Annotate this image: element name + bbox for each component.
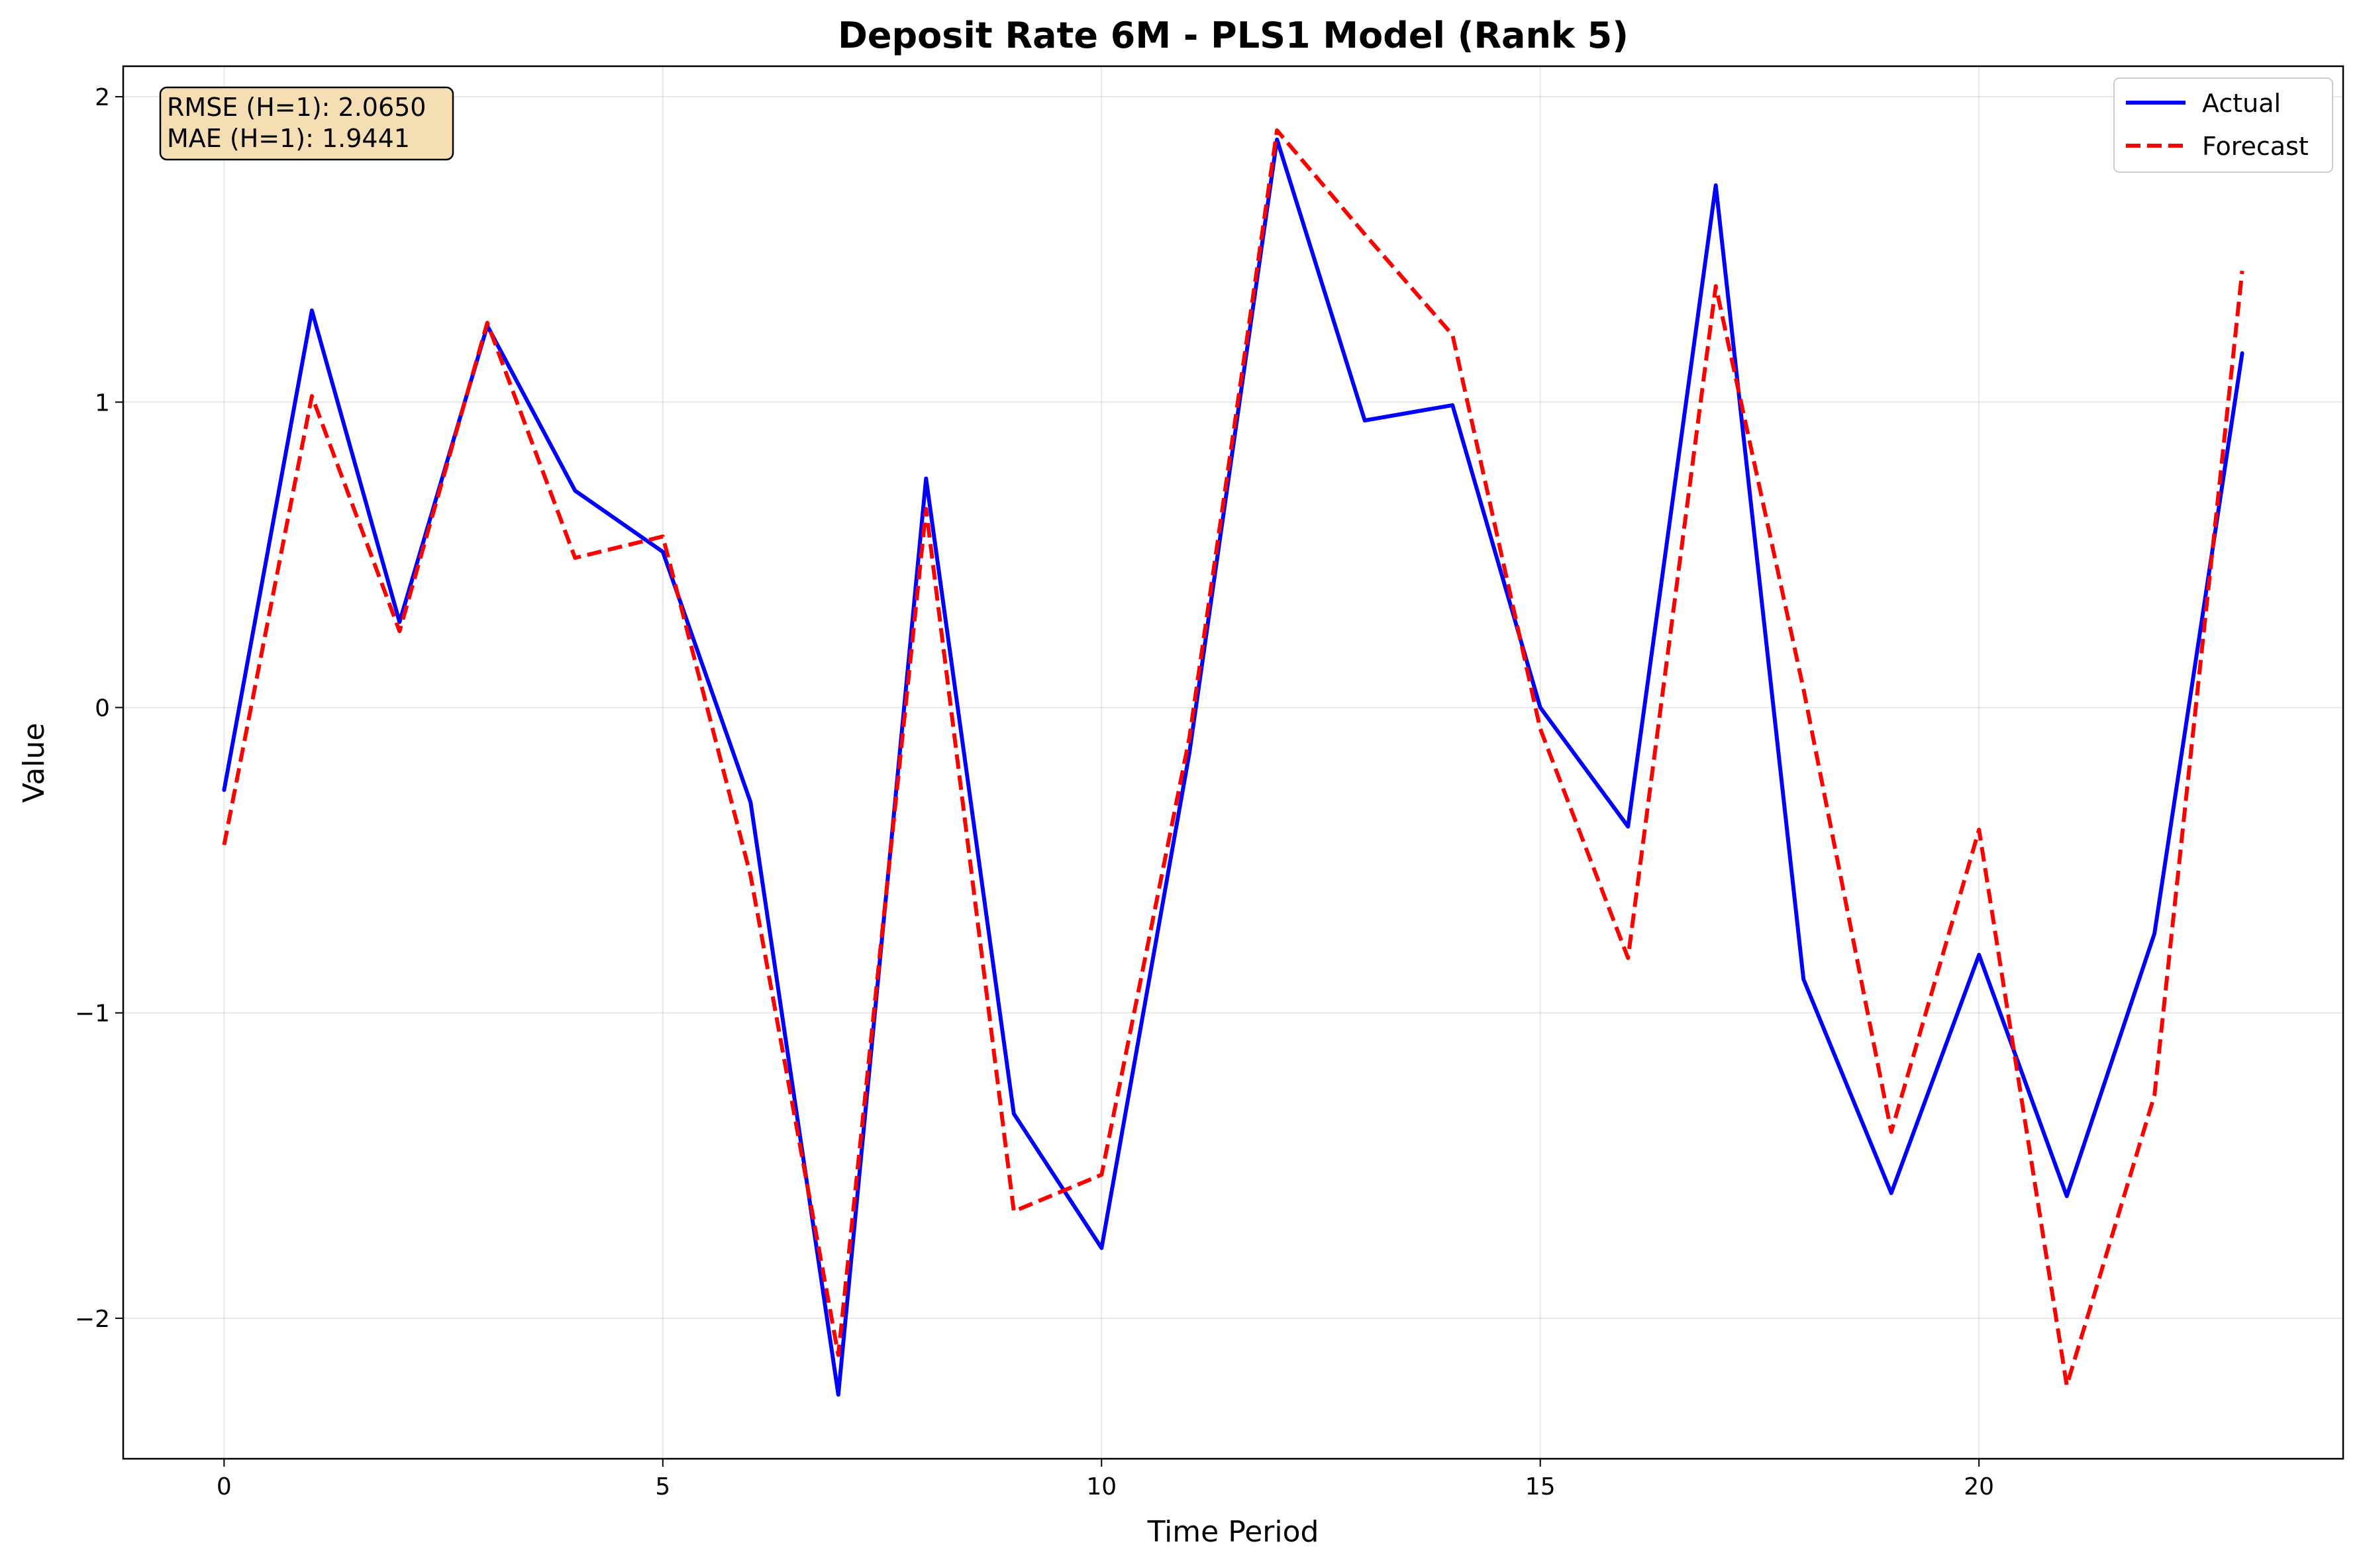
- y-tick-label: −2: [75, 1306, 110, 1333]
- y-axis-ticks: −2 −1 0 1 2: [75, 84, 123, 1333]
- legend: Actual Forecast: [2113, 77, 2333, 173]
- y-tick-label: 0: [95, 695, 110, 722]
- rmse-text: RMSE (H=1): 2.0650: [167, 93, 427, 122]
- x-tick-label: 20: [1964, 1473, 1994, 1500]
- x-tick-label: 10: [1086, 1473, 1117, 1500]
- y-tick-label: 1: [95, 389, 110, 416]
- x-axis-label: Time Period: [1147, 1515, 1319, 1549]
- x-axis-ticks: 0 5 10 15 20: [217, 1459, 1994, 1500]
- series-line-forecast: [222, 128, 2244, 1388]
- grid-lines: [123, 66, 2343, 1459]
- y-axis-label: Value: [17, 723, 51, 803]
- y-tick-label: 2: [95, 84, 110, 111]
- legend-actual-label: Actual: [2202, 89, 2281, 118]
- legend-forecast-label: Forecast: [2202, 132, 2309, 161]
- series-layer: [222, 128, 2244, 1397]
- metrics-box-background: [159, 86, 454, 161]
- plot-frame: [122, 65, 2344, 1460]
- x-tick-label: 5: [655, 1473, 670, 1500]
- y-tick-label: −1: [75, 1001, 110, 1028]
- x-tick-label: 0: [217, 1473, 232, 1500]
- mae-text: MAE (H=1): 1.9441: [167, 124, 410, 153]
- x-tick-label: 15: [1525, 1473, 1556, 1500]
- chart-title: Deposit Rate 6M - PLS1 Model (Rank 5): [838, 15, 1629, 56]
- metrics-box: RMSE (H=1): 2.0650 MAE (H=1): 1.9441: [159, 86, 454, 161]
